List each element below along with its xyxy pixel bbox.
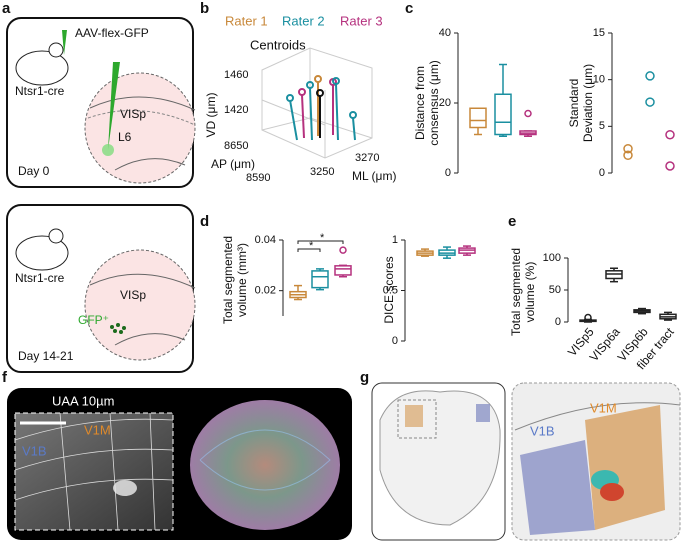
y-tick-label: 0: [445, 167, 451, 179]
point: [665, 161, 675, 171]
axis-label: AP (μm): [211, 157, 255, 171]
y-tick-label: 40: [439, 27, 451, 39]
point: [645, 97, 655, 107]
panel-label: a: [2, 0, 11, 17]
panel-label: c: [405, 0, 413, 17]
legend-entry: Rater 1: [225, 13, 268, 28]
panel-a-top: AAV-flex-GFP Ntsr1-cre VISp L6 Day 0: [6, 17, 196, 188]
point: [623, 150, 633, 161]
y-tick-label: 20: [439, 97, 451, 109]
outlier: [524, 109, 532, 118]
y-axis-label: DICE scores: [382, 256, 396, 323]
tick-label: 1460: [224, 69, 248, 81]
outlier: [339, 246, 347, 254]
y-axis-label: consensus (μm): [427, 60, 441, 146]
panel-a-bottom: Ntsr1-cre VISp GFP⁺ Day 14-21: [6, 204, 196, 373]
day-label: Day 14-21: [18, 349, 74, 363]
y-axis-label: volume (mm³): [235, 243, 249, 317]
y-tick-label: 0.04: [255, 234, 276, 246]
region-label: V1M: [84, 422, 111, 437]
legend-entry: Rater 2: [282, 13, 325, 28]
region-label: V1B: [22, 443, 47, 458]
y-tick-label: 50: [549, 284, 561, 296]
tick-label: 3270: [355, 152, 379, 164]
panel-label: f: [2, 369, 8, 386]
panel-label: g: [360, 369, 369, 386]
tick-label: 8650: [224, 140, 248, 152]
panel-g: [371, 382, 681, 541]
day-label: Day 0: [18, 164, 50, 178]
region-label: V1B: [530, 423, 555, 438]
panel-b: [261, 47, 373, 159]
y-tick-label: 10: [593, 74, 605, 86]
region-label: VISp: [120, 288, 146, 302]
tick-label: 1420: [224, 104, 248, 116]
y-axis-label: Standard: [567, 79, 581, 128]
panel-label: e: [508, 213, 516, 230]
y-axis-label: Total segmented: [221, 236, 235, 324]
significance-star: *: [320, 232, 325, 244]
region-label: V1M: [590, 400, 617, 415]
y-tick-label: 100: [543, 252, 561, 264]
tick-label: 8590: [246, 172, 270, 184]
y-axis-label: Total segmented: [509, 248, 523, 336]
panel-label: b: [200, 0, 209, 17]
box: [311, 270, 329, 289]
mouse-label: Ntsr1-cre: [15, 271, 65, 285]
virus-label: AAV-flex-GFP: [75, 26, 149, 40]
y-tick-label: 0: [555, 316, 561, 328]
box: [334, 265, 352, 276]
y-axis-label: Distance from: [413, 66, 427, 140]
mouse-label: Ntsr1-cre: [15, 84, 65, 98]
gfp-label: GFP⁺: [78, 313, 109, 327]
panel-f: [7, 388, 352, 540]
y-tick-label: 0.02: [255, 285, 276, 297]
significance-bracket: [297, 240, 344, 244]
region-label: VISp: [120, 107, 146, 121]
y-tick-label: 15: [593, 27, 605, 39]
point: [665, 129, 675, 140]
point: [623, 143, 633, 154]
y-tick-label: 0: [599, 167, 605, 179]
y-tick-label: 0: [392, 335, 398, 347]
legend-entry: Rater 3: [340, 13, 383, 28]
layer-label: L6: [118, 130, 132, 144]
legend-entry: Centroids: [250, 37, 306, 52]
y-axis-label: volume (%): [523, 262, 537, 323]
axis-label: VD (μm): [204, 93, 218, 138]
significance-bracket: [297, 248, 321, 252]
y-axis-label: Deviation (μm): [581, 64, 595, 142]
y-tick-label: 1: [392, 234, 398, 246]
panel-label: d: [200, 213, 209, 230]
box: [469, 107, 487, 129]
point: [645, 71, 655, 81]
y-tick-label: 5: [599, 120, 605, 132]
axis-label: ML (μm): [352, 169, 396, 183]
box: [494, 93, 512, 136]
significance-star: *: [309, 240, 314, 252]
scale-title: UAA 10µm: [52, 393, 114, 408]
y-tick-label: 0.5: [383, 284, 398, 296]
tick-label: 3250: [310, 166, 334, 178]
outlier: [584, 313, 592, 322]
